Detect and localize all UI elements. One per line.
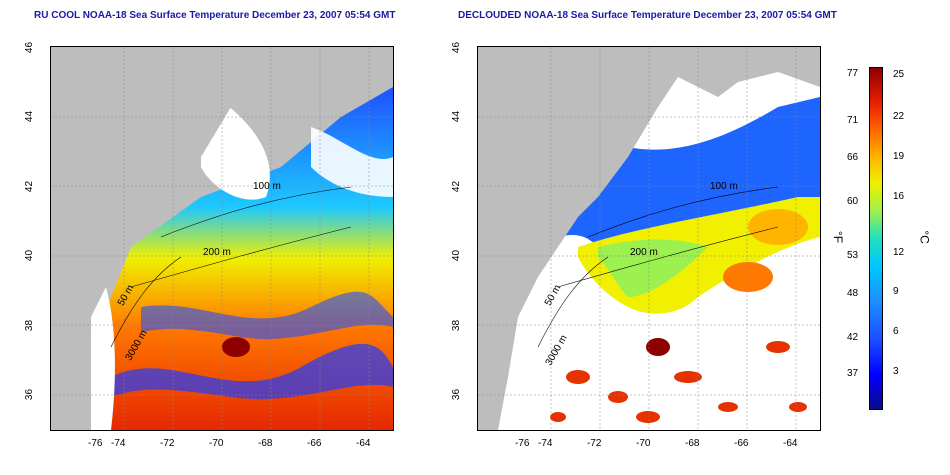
left-xtick: -66 <box>307 438 322 449</box>
right-xtick: -68 <box>685 438 700 449</box>
left-xtick: -72 <box>160 438 175 449</box>
right-sst-map <box>477 46 821 431</box>
colorbar-c-tick: 25 <box>893 69 905 80</box>
celsius-unit-label: °C <box>917 230 932 244</box>
left-map-title: RU COOL NOAA-18 Sea Surface Temperature … <box>34 10 396 21</box>
left-ytick: 36 <box>24 388 36 401</box>
colorbar-f-tick: 48 <box>847 288 859 299</box>
colorbar-f-tick: 77 <box>847 68 859 79</box>
right-ytick: 46 <box>451 41 463 54</box>
left-contour-100m: 100 m <box>253 181 281 192</box>
colorbar-c-tick: 19 <box>893 151 905 162</box>
colorbar-c-tick: 12 <box>893 247 905 258</box>
land-mass <box>51 47 393 430</box>
right-xtick: -66 <box>734 438 749 449</box>
right-contour-100m: 100 m <box>710 181 738 192</box>
colorbar-f-tick: 53 <box>847 250 859 261</box>
colorbar-c-tick: 22 <box>893 111 905 122</box>
colorbar-f-tick: 42 <box>847 332 859 343</box>
colorbar-c-tick: 6 <box>893 326 899 337</box>
right-ytick: 40 <box>451 249 463 262</box>
left-xtick: -74 <box>111 438 126 449</box>
left-ytick: 42 <box>24 180 36 193</box>
colorbar-c-tick: 3 <box>893 366 899 377</box>
right-ytick: 38 <box>451 319 463 332</box>
left-ytick: 40 <box>24 249 36 262</box>
right-ytick: 42 <box>451 180 463 193</box>
right-ytick: 44 <box>451 110 463 123</box>
colorbar-f-tick: 60 <box>847 196 859 207</box>
right-xtick: -70 <box>636 438 651 449</box>
colorbar-f-tick: 71 <box>847 115 859 126</box>
left-contour-200m: 200 m <box>203 247 231 258</box>
left-xtick: -68 <box>258 438 273 449</box>
right-map-title: DECLOUDED NOAA-18 Sea Surface Temperatur… <box>458 10 837 21</box>
right-contour-200m: 200 m <box>630 247 658 258</box>
left-ytick: 44 <box>24 110 36 123</box>
right-xtick: -72 <box>587 438 602 449</box>
left-xtick: -76 <box>88 438 103 449</box>
left-ytick: 38 <box>24 319 36 332</box>
colorbar-c-tick: 16 <box>893 191 905 202</box>
left-xtick: -64 <box>356 438 371 449</box>
left-sst-map <box>50 46 394 431</box>
right-xtick: -74 <box>538 438 553 449</box>
colorbar-c-tick: 9 <box>893 286 899 297</box>
colorbar-f-tick: 66 <box>847 152 859 163</box>
right-ytick: 36 <box>451 388 463 401</box>
land-mass <box>478 47 820 430</box>
left-xtick: -70 <box>209 438 224 449</box>
right-xtick: -64 <box>783 438 798 449</box>
right-xtick: -76 <box>515 438 530 449</box>
colorbar-f-tick: 37 <box>847 368 859 379</box>
temperature-colorbar <box>869 67 883 410</box>
fahrenheit-unit-label: °F <box>831 230 846 244</box>
left-ytick: 46 <box>24 41 36 54</box>
